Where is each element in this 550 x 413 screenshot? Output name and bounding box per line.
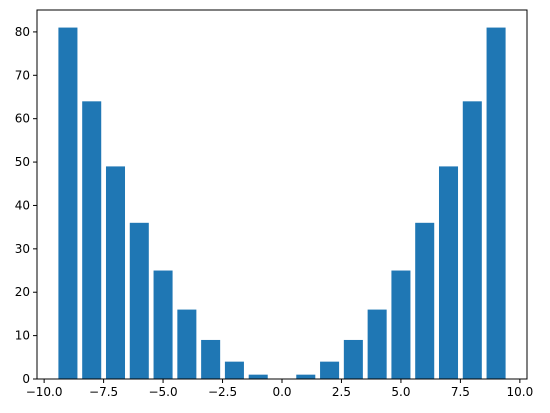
bar	[177, 309, 197, 379]
x-axis: −10.0 −7.5 −5.0 −2.5 0.0 2.5 5.0 7.5 10.0	[26, 379, 533, 399]
y-tick-label: 60	[15, 112, 30, 126]
x-tick-label: 7.5	[451, 385, 470, 399]
y-tick-label: 20	[15, 285, 30, 299]
x-tick-label: 0.0	[272, 385, 291, 399]
x-tick-label: −2.5	[208, 385, 237, 399]
bar	[153, 270, 173, 379]
x-tick-label: 10.0	[507, 385, 534, 399]
y-tick-label: 70	[15, 68, 30, 82]
bar	[201, 339, 221, 379]
bar	[58, 27, 78, 379]
bars-group	[58, 27, 506, 379]
y-tick-label: 0	[22, 372, 30, 386]
bar	[367, 309, 387, 379]
x-tick-label: 2.5	[332, 385, 351, 399]
plot-frame	[36, 9, 528, 380]
bar	[343, 339, 363, 379]
bar	[486, 27, 506, 379]
bar	[462, 101, 482, 379]
x-tick-label: −7.5	[89, 385, 118, 399]
y-axis: 0 10 20 30 40 50 60 70 80	[15, 25, 37, 386]
bar	[82, 101, 102, 379]
bar	[224, 361, 244, 379]
bar	[391, 270, 411, 379]
y-tick-label: 80	[15, 25, 30, 39]
bar	[438, 166, 459, 379]
bar	[105, 166, 126, 379]
bar	[415, 222, 435, 379]
bar	[320, 361, 340, 379]
x-tick-label: −10.0	[26, 385, 63, 399]
bar	[248, 374, 268, 379]
y-tick-label: 10	[15, 329, 30, 343]
y-tick-label: 30	[15, 242, 30, 256]
y-tick-label: 50	[15, 155, 30, 169]
bar	[296, 374, 316, 379]
x-tick-label: −5.0	[148, 385, 177, 399]
y-tick-label: 40	[15, 198, 30, 212]
bar	[129, 222, 149, 379]
x-tick-label: 5.0	[391, 385, 410, 399]
